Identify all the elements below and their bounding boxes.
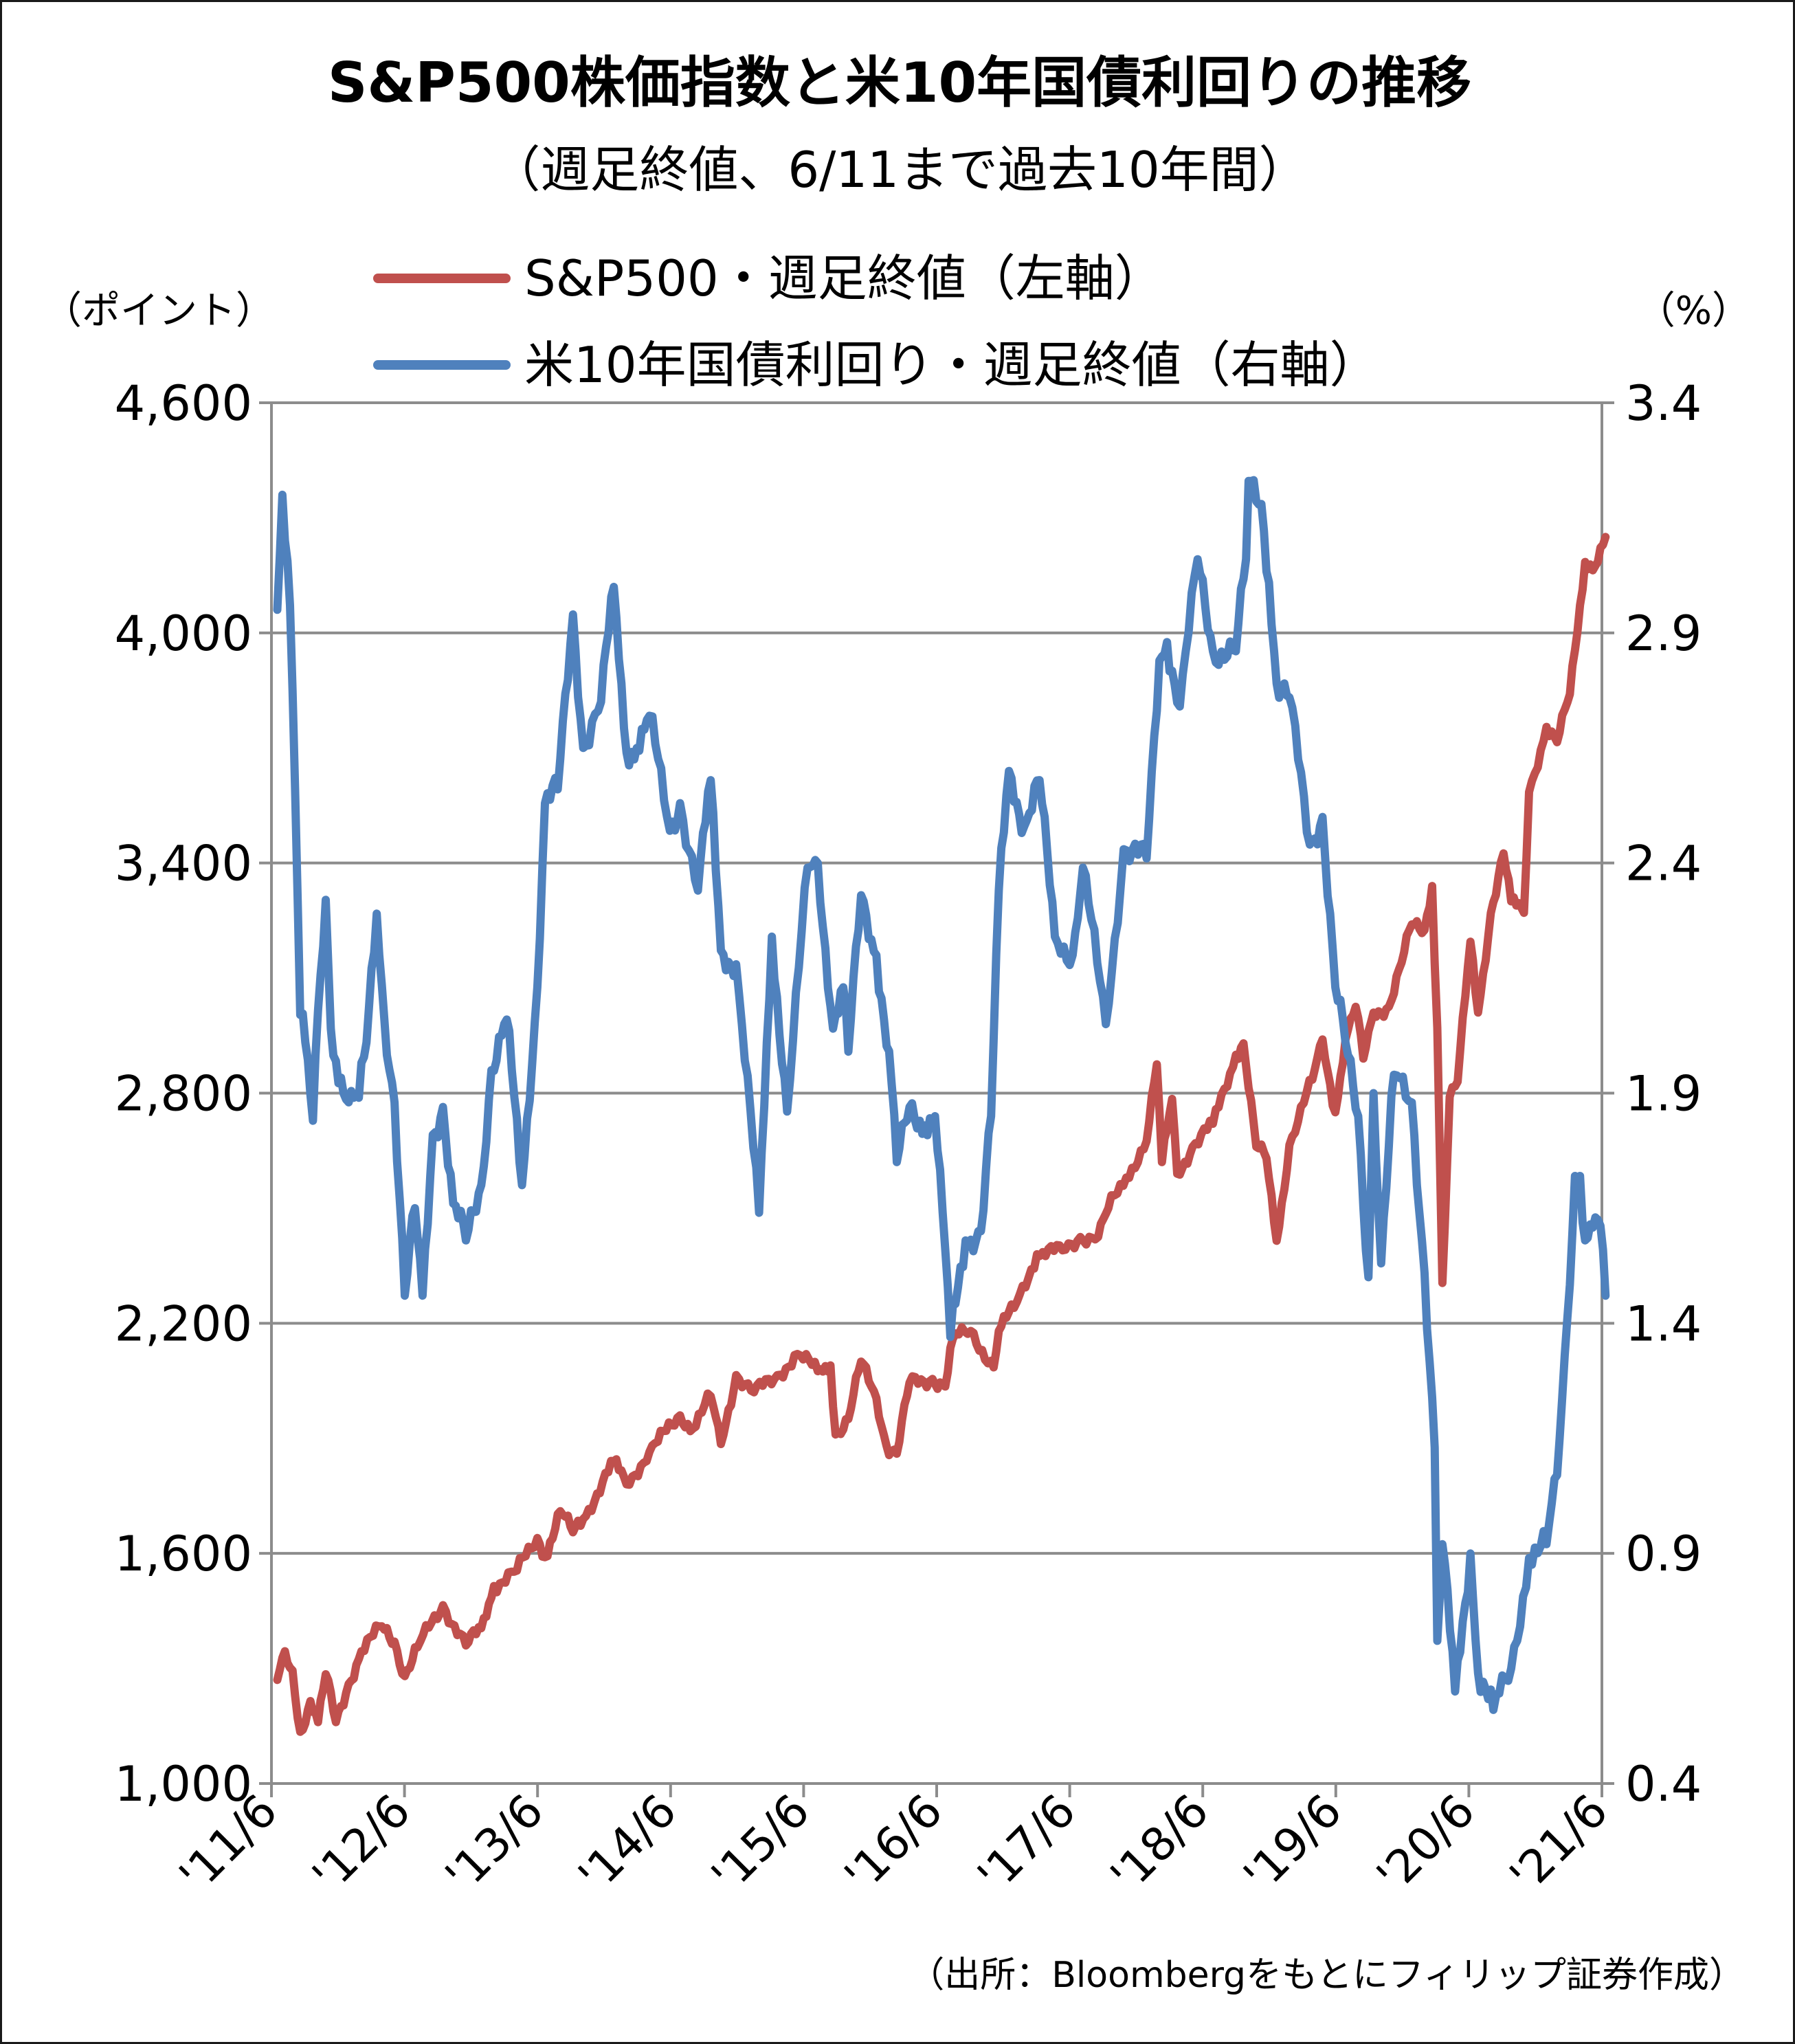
y-right-tick-label: 2.4 xyxy=(1625,836,1702,892)
y-left-tick-label: 3,400 xyxy=(115,836,252,892)
x-tick-label: '21/6 xyxy=(1499,1784,1618,1902)
y-right-tick-label: 3.4 xyxy=(1625,375,1702,432)
legend-label-treasury: 米10年国債利回り・週足終値（右軸） xyxy=(524,336,1379,394)
y-left-tick-label: 1,600 xyxy=(115,1526,252,1582)
legend-item-treasury: 米10年国債利回り・週足終値（右軸） xyxy=(373,331,1379,399)
y-right-unit-label: （%） xyxy=(1636,289,1750,333)
x-tick-label: '18/6 xyxy=(1100,1784,1218,1902)
x-tick-label: '19/6 xyxy=(1234,1784,1352,1902)
y-left-tick-label: 2,200 xyxy=(115,1296,252,1352)
series-line-treasury xyxy=(273,476,1610,1714)
y-right-tick-label: 1.4 xyxy=(1625,1296,1702,1352)
legend-swatch-sp500 xyxy=(373,274,511,283)
source-note: （出所：Bloombergをもとにフィリップ証券作成） xyxy=(908,1955,1745,1996)
y-right-tick-label: 0.4 xyxy=(1625,1756,1702,1812)
x-tick-label: '20/6 xyxy=(1367,1784,1485,1902)
legend-swatch-treasury xyxy=(373,360,511,370)
series-line-sp500 xyxy=(273,533,1610,1736)
y-left-tick-label: 2,800 xyxy=(115,1066,252,1122)
chart-subtitle: （週足終値、6/11まで過去10年間） xyxy=(491,141,1308,199)
y-left-tick-label: 1,000 xyxy=(115,1756,252,1812)
x-tick-label: '12/6 xyxy=(302,1784,421,1902)
legend-label-sp500: S&P500・週足終値（左軸） xyxy=(524,249,1164,307)
y-left-tick-label: 4,000 xyxy=(115,606,252,662)
x-tick-label: '13/6 xyxy=(435,1784,553,1902)
chart-title: S&P500株価指数と米10年国債利回りの推移 xyxy=(327,51,1472,115)
y-right-tick-label: 2.9 xyxy=(1625,606,1702,662)
y-left-tick-label: 4,600 xyxy=(115,375,252,432)
legend-item-sp500: S&P500・週足終値（左軸） xyxy=(373,244,1164,313)
x-tick-label: '14/6 xyxy=(568,1784,687,1902)
y-left-unit-label: （ポイント） xyxy=(43,289,274,333)
x-tick-label: '16/6 xyxy=(834,1784,952,1902)
y-right-tick-label: 1.9 xyxy=(1625,1066,1702,1122)
y-right-tick-label: 0.9 xyxy=(1625,1526,1702,1582)
x-tick-label: '17/6 xyxy=(968,1784,1086,1902)
x-tick-label: '15/6 xyxy=(702,1784,820,1902)
